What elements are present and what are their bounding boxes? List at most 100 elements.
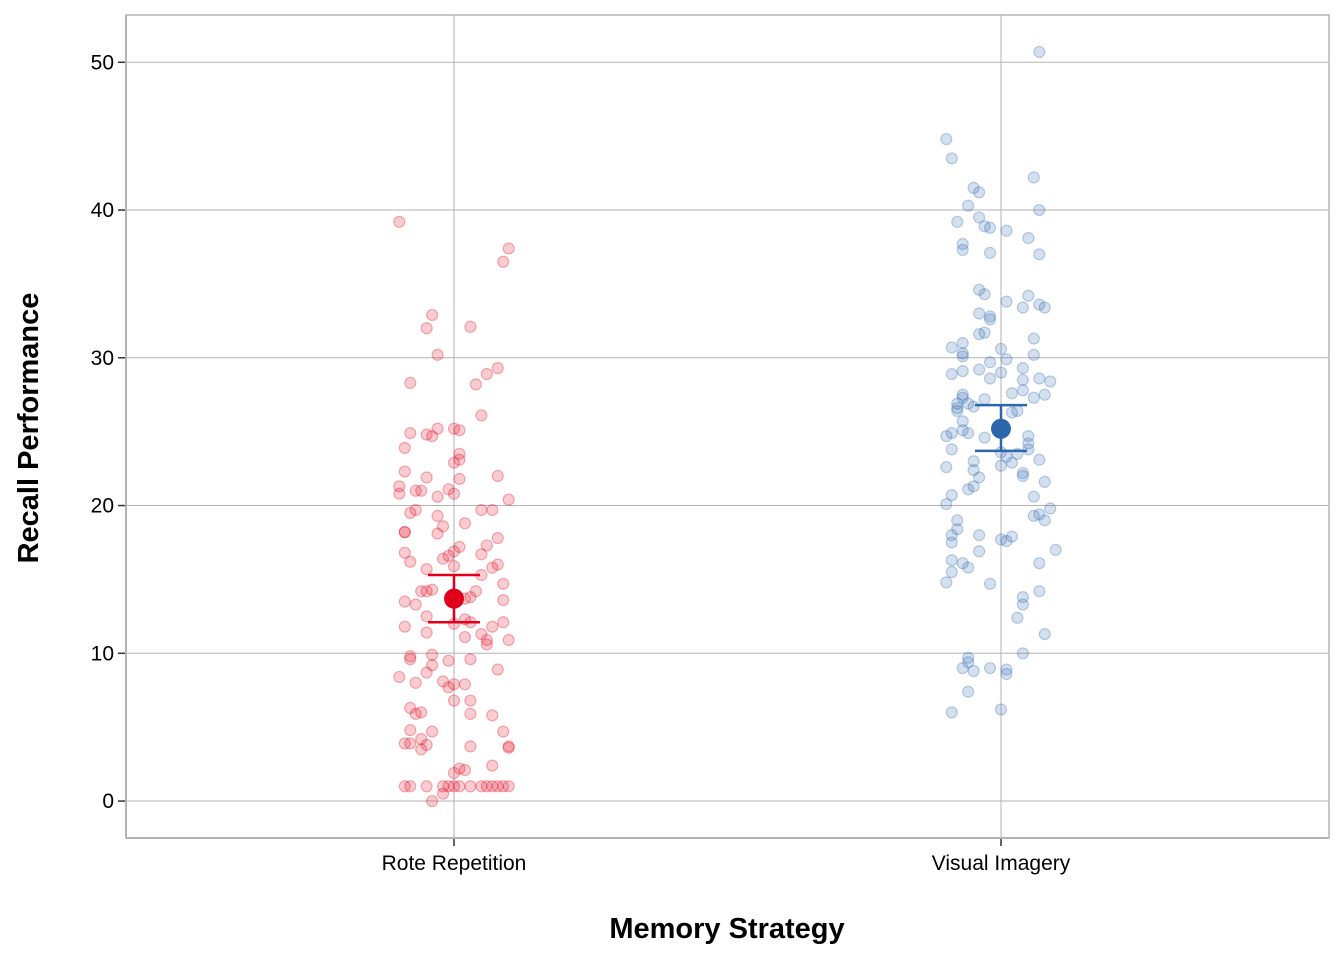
- data-point: [973, 307, 986, 320]
- data-point: [453, 780, 466, 793]
- data-point: [480, 367, 493, 381]
- data-point: [393, 670, 406, 684]
- data-point: [398, 441, 411, 455]
- data-point: [951, 523, 964, 536]
- data-point: [398, 546, 411, 559]
- data-point: [436, 552, 450, 565]
- data-point: [415, 743, 428, 756]
- data-point: [1000, 353, 1013, 366]
- data-point: [1027, 171, 1040, 184]
- data-point: [1044, 502, 1057, 515]
- data-point: [945, 443, 958, 456]
- data-point: [983, 310, 997, 323]
- data-point: [1000, 224, 1013, 237]
- data-point: [983, 313, 997, 326]
- data-point: [994, 533, 1008, 546]
- data-point: [436, 520, 450, 533]
- data-point: [1016, 384, 1029, 397]
- data-point: [956, 415, 969, 428]
- data-point: [420, 585, 433, 598]
- data-point: [945, 152, 958, 165]
- data-point: [983, 356, 997, 369]
- data-point: [502, 780, 515, 793]
- data-point: [945, 367, 958, 381]
- data-point: [420, 666, 433, 679]
- data-point: [409, 503, 422, 517]
- data-point: [464, 591, 477, 604]
- data-point: [404, 724, 417, 737]
- data-point: [431, 490, 444, 503]
- data-point: [442, 549, 455, 562]
- data-point: [431, 527, 444, 540]
- y-tick-label: 40: [91, 199, 114, 222]
- data-point: [973, 545, 986, 558]
- data-point: [409, 707, 422, 720]
- data-point: [447, 487, 461, 500]
- data-point: [983, 372, 997, 385]
- data-point: [973, 211, 986, 224]
- data-point: [945, 565, 958, 579]
- data-point: [398, 737, 411, 750]
- data-point: [973, 471, 986, 484]
- data-point: [458, 517, 472, 530]
- data-point: [1016, 647, 1029, 660]
- data-point: [491, 362, 504, 375]
- data-point: [994, 703, 1008, 716]
- data-point: [962, 656, 975, 669]
- data-point: [978, 288, 991, 301]
- data-point: [436, 780, 450, 793]
- y-tick-label: 30: [91, 347, 114, 370]
- data-point: [447, 422, 461, 435]
- data-point: [480, 539, 493, 552]
- data-point: [426, 648, 439, 661]
- plot-background: [125, 14, 1330, 839]
- data-point: [1005, 387, 1019, 400]
- data-point: [502, 633, 515, 647]
- data-point: [447, 560, 461, 573]
- data-point: [983, 246, 997, 259]
- data-point: [994, 366, 1008, 379]
- data-point: [967, 181, 980, 194]
- data-point: [1022, 430, 1035, 443]
- y-tick-label: 50: [91, 51, 114, 74]
- data-point: [447, 780, 461, 793]
- data-point: [404, 737, 417, 750]
- data-point: [415, 706, 428, 719]
- data-point: [956, 557, 969, 570]
- data-point: [497, 255, 510, 268]
- data-point: [491, 663, 504, 676]
- data-point: [442, 780, 455, 793]
- data-point: [426, 308, 439, 322]
- data-point: [442, 483, 455, 496]
- data-point: [464, 740, 477, 753]
- data-point: [956, 424, 969, 437]
- data-point: [404, 653, 417, 666]
- data-point: [1016, 466, 1029, 480]
- data-point: [1000, 667, 1013, 681]
- data-point: [962, 427, 975, 440]
- data-point: [983, 577, 997, 590]
- data-point: [1016, 362, 1029, 375]
- data-point: [426, 725, 439, 738]
- data-point: [398, 595, 411, 608]
- data-point: [973, 283, 986, 296]
- data-point: [973, 363, 986, 376]
- data-point: [1000, 534, 1013, 548]
- data-point: [978, 220, 991, 233]
- data-point: [956, 237, 969, 251]
- data-point: [404, 427, 417, 440]
- data-point: [409, 484, 422, 497]
- data-point: [1033, 557, 1046, 570]
- data-point: [940, 576, 953, 589]
- data-point: [420, 610, 433, 623]
- data-point: [464, 653, 477, 666]
- data-point: [469, 378, 482, 391]
- data-point: [404, 506, 417, 520]
- data-point: [415, 484, 428, 497]
- data-point: [420, 626, 433, 639]
- data-point: [409, 676, 422, 689]
- axes: 0 10 20 30 40 50 Rote Repetition Visual Imagery: [91, 15, 1329, 875]
- data-point: [1011, 611, 1024, 624]
- data-point: [940, 461, 953, 474]
